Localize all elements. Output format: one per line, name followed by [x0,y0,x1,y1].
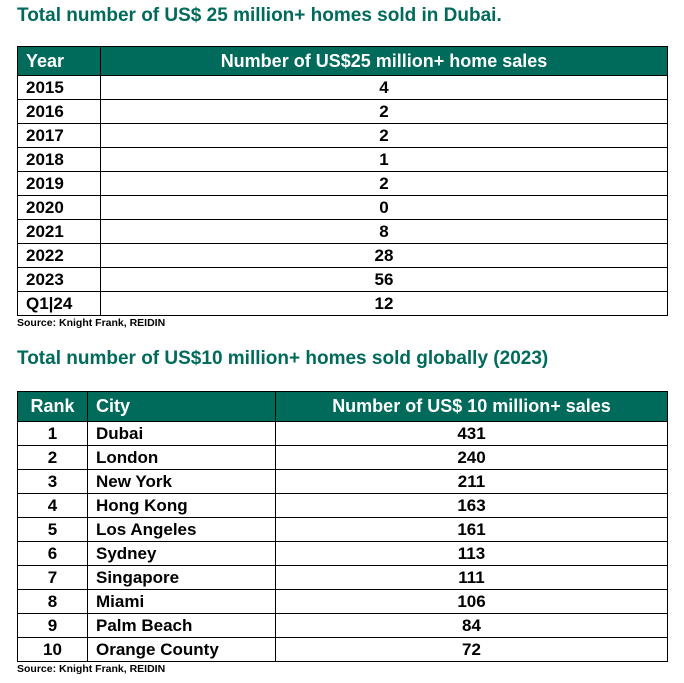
city-cell: Orange County [87,637,276,662]
year-cell: 2016 [17,99,101,124]
year-cell: 2020 [17,195,101,220]
table-row: 2019 2 [17,171,668,196]
city-cell: New York [87,469,276,494]
year-column-header: Year [17,46,101,76]
sales-cell: 84 [275,613,668,638]
table-row: 2023 56 [17,267,668,292]
rank-cell: 7 [17,565,88,590]
sales-cell: 2 [100,123,668,148]
rank-cell: 3 [17,469,88,494]
year-cell: 2019 [17,171,101,196]
rank-cell: 9 [17,613,88,638]
rank-cell: 6 [17,541,88,566]
city-cell: Palm Beach [87,613,276,638]
table-row: 2022 28 [17,243,668,268]
table-row: 3 New York 211 [17,469,668,494]
sales-cell: 111 [275,565,668,590]
table-header-row: Year Number of US$25 million+ home sales [17,46,668,76]
city-column-header: City [87,391,276,422]
sales-column-header: Number of US$25 million+ home sales [100,46,668,76]
dubai-sales-source: Source: Knight Frank, REIDIN [17,317,166,329]
city-cell: Dubai [87,421,276,446]
table-row: 8 Miami 106 [17,589,668,614]
sales-cell: 431 [275,421,668,446]
table-row: Q1|24 12 [17,291,668,316]
sales-column-header: Number of US$ 10 million+ sales [275,391,668,422]
sales-cell: 12 [100,291,668,316]
sales-cell: 240 [275,445,668,470]
rank-cell: 10 [17,637,88,662]
table-row: 10 Orange County 72 [17,637,668,662]
sales-cell: 0 [100,195,668,220]
table-row: 2 London 240 [17,445,668,470]
table-row: 2015 4 [17,75,668,100]
year-cell: 2021 [17,219,101,244]
table-row: 4 Hong Kong 163 [17,493,668,518]
global-sales-title: Total number of US$10 million+ homes sol… [17,348,549,369]
year-cell: 2015 [17,75,101,100]
sales-cell: 28 [100,243,668,268]
sales-cell: 113 [275,541,668,566]
year-cell: Q1|24 [17,291,101,316]
year-cell: 2023 [17,267,101,292]
sales-cell: 1 [100,147,668,172]
table-row: 2021 8 [17,219,668,244]
sales-cell: 2 [100,99,668,124]
year-cell: 2017 [17,123,101,148]
rank-cell: 4 [17,493,88,518]
table-row: 2018 1 [17,147,668,172]
city-cell: Miami [87,589,276,614]
table-row: 9 Palm Beach 84 [17,613,668,638]
rank-cell: 2 [17,445,88,470]
table-row: 1 Dubai 431 [17,421,668,446]
table-row: 2017 2 [17,123,668,148]
table-header-row: Rank City Number of US$ 10 million+ sale… [17,391,668,422]
sales-cell: 4 [100,75,668,100]
rank-column-header: Rank [17,391,88,422]
global-sales-table: Rank City Number of US$ 10 million+ sale… [17,391,668,662]
sales-cell: 163 [275,493,668,518]
rank-cell: 5 [17,517,88,542]
city-cell: Hong Kong [87,493,276,518]
sales-cell: 72 [275,637,668,662]
sales-cell: 106 [275,589,668,614]
table-row: 7 Singapore 111 [17,565,668,590]
global-sales-source: Source: Knight Frank, REIDIN [17,663,166,675]
city-cell: London [87,445,276,470]
table-row: 2016 2 [17,99,668,124]
sales-cell: 8 [100,219,668,244]
city-cell: Singapore [87,565,276,590]
dubai-sales-title: Total number of US$ 25 million+ homes so… [17,5,502,26]
sales-cell: 56 [100,267,668,292]
year-cell: 2018 [17,147,101,172]
sales-cell: 211 [275,469,668,494]
table-row: 2020 0 [17,195,668,220]
sales-cell: 2 [100,171,668,196]
city-cell: Los Angeles [87,517,276,542]
rank-cell: 1 [17,421,88,446]
rank-cell: 8 [17,589,88,614]
dubai-sales-table: Year Number of US$25 million+ home sales… [17,46,668,316]
year-cell: 2022 [17,243,101,268]
table-row: 5 Los Angeles 161 [17,517,668,542]
sales-cell: 161 [275,517,668,542]
table-row: 6 Sydney 113 [17,541,668,566]
city-cell: Sydney [87,541,276,566]
